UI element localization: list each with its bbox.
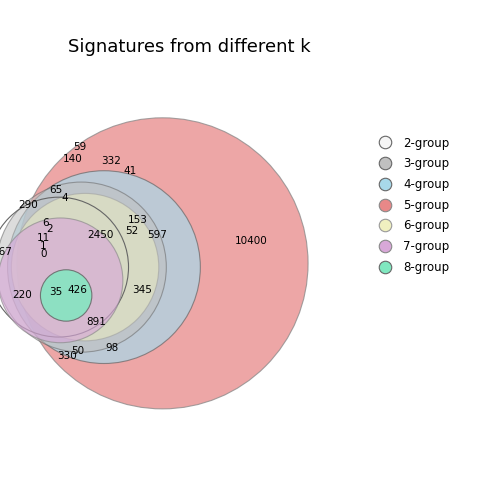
Text: 59: 59 bbox=[73, 142, 86, 152]
Text: 0: 0 bbox=[40, 249, 47, 259]
Text: 426: 426 bbox=[68, 285, 87, 295]
Legend: 2-group, 3-group, 4-group, 5-group, 6-group, 7-group, 8-group: 2-group, 3-group, 4-group, 5-group, 6-gr… bbox=[369, 132, 454, 278]
Text: 10400: 10400 bbox=[235, 236, 268, 245]
Text: 4: 4 bbox=[61, 194, 69, 203]
Text: 98: 98 bbox=[105, 343, 118, 353]
Text: 290: 290 bbox=[19, 200, 38, 210]
Text: 50: 50 bbox=[71, 346, 84, 356]
Text: 1: 1 bbox=[40, 240, 47, 250]
Text: 2: 2 bbox=[46, 224, 52, 234]
Text: 220: 220 bbox=[12, 290, 32, 300]
Text: 153: 153 bbox=[128, 215, 148, 225]
Title: Signatures from different k: Signatures from different k bbox=[68, 38, 310, 56]
Text: 35: 35 bbox=[49, 287, 62, 297]
Text: 467: 467 bbox=[0, 247, 12, 257]
Text: 330: 330 bbox=[57, 351, 77, 361]
Text: 891: 891 bbox=[87, 317, 106, 327]
Circle shape bbox=[0, 218, 123, 343]
Text: 140: 140 bbox=[63, 154, 83, 164]
Circle shape bbox=[8, 171, 201, 363]
Text: 65: 65 bbox=[49, 184, 62, 195]
Text: 597: 597 bbox=[147, 230, 167, 240]
Text: 11: 11 bbox=[37, 233, 50, 242]
Circle shape bbox=[0, 182, 166, 352]
Text: 345: 345 bbox=[132, 285, 152, 295]
Text: 6: 6 bbox=[42, 218, 49, 227]
Circle shape bbox=[11, 194, 159, 341]
Text: 52: 52 bbox=[125, 226, 139, 236]
Circle shape bbox=[17, 118, 308, 409]
Text: 2450: 2450 bbox=[87, 230, 113, 240]
Text: 41: 41 bbox=[124, 166, 137, 176]
Circle shape bbox=[40, 270, 92, 321]
Text: 332: 332 bbox=[102, 156, 121, 166]
